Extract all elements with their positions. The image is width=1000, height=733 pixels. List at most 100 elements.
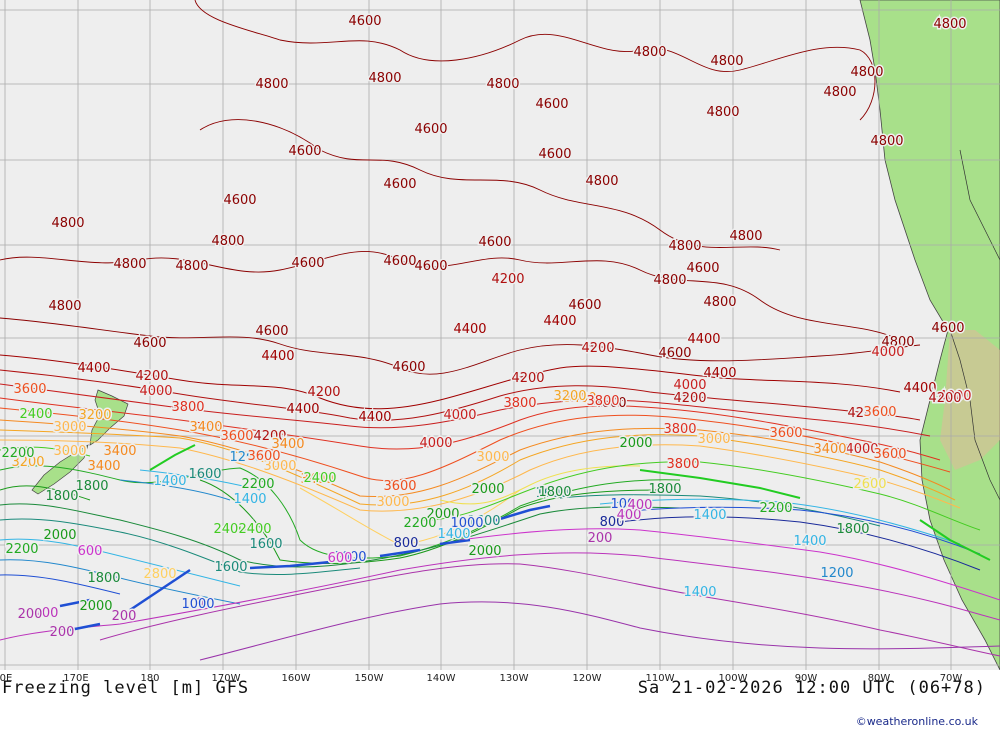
contour-label: 3000 bbox=[376, 495, 409, 510]
contour-label: 4800 bbox=[933, 17, 966, 32]
contour-label: 4600 bbox=[383, 177, 416, 192]
contour-200 bbox=[99, 563, 1000, 657]
contour-600 bbox=[459, 528, 1000, 601]
contour-label: 1400 bbox=[437, 527, 470, 542]
contour-label: 4800 bbox=[850, 65, 883, 80]
contour-label: 3600 bbox=[873, 447, 906, 462]
contour-3600 bbox=[0, 407, 951, 482]
ocean-background bbox=[0, 0, 1000, 670]
contour-label: 3000 bbox=[53, 444, 86, 459]
contour-label: 2400 bbox=[303, 471, 336, 486]
contour-label: 4800 bbox=[486, 77, 519, 92]
contour-label: 200 bbox=[588, 531, 613, 546]
contour-label: 1600 bbox=[467, 514, 500, 529]
contour-label: 3400 bbox=[103, 444, 136, 459]
contour-label: 4800 bbox=[368, 71, 401, 86]
contour-label: 4600 bbox=[291, 256, 324, 271]
contour-label: 200 bbox=[18, 607, 43, 622]
contour-label: 3600 bbox=[220, 429, 253, 444]
contour-label: 2200 bbox=[5, 542, 38, 557]
contour-3200 bbox=[0, 429, 956, 506]
longitude-label: 0E bbox=[0, 673, 13, 684]
contour-label: 4400 bbox=[703, 366, 736, 381]
contour-4600-a bbox=[0, 251, 901, 341]
contour-label: 4200 bbox=[511, 371, 544, 386]
contour-label: 3400 bbox=[189, 420, 222, 435]
contour-label: 3800 bbox=[503, 396, 536, 411]
contour-label: 2000 bbox=[471, 482, 504, 497]
contour-4800-mid bbox=[199, 119, 781, 251]
contour-label: 4400 bbox=[903, 381, 936, 396]
contour-label: 1600 bbox=[535, 486, 568, 501]
contour-label: 4800 bbox=[51, 216, 84, 231]
contour-label: 3400 bbox=[87, 459, 120, 474]
contour-label: 4800 bbox=[48, 299, 81, 314]
contour-label: 4000 bbox=[443, 408, 476, 423]
contour-0 bbox=[199, 601, 1000, 661]
contour-3800 bbox=[0, 397, 941, 461]
contour-label: 4800 bbox=[585, 174, 618, 189]
contour-label: 4600 bbox=[478, 235, 511, 250]
contour-label: 4600 bbox=[392, 360, 425, 375]
valid-time: Sa 21-02-2026 12:00 UTC (06+78) bbox=[637, 678, 986, 698]
contour-label: 4600 bbox=[133, 336, 166, 351]
contour-label: 2000 bbox=[619, 436, 652, 451]
contour-label: 4800 bbox=[633, 45, 666, 60]
contour-label: 1600 bbox=[214, 560, 247, 575]
contour-label: 600 bbox=[328, 551, 353, 566]
contour-label: 4000 bbox=[139, 384, 172, 399]
contour-label: 4400 bbox=[687, 332, 720, 347]
contour-label: 4800 bbox=[706, 105, 739, 120]
contour-1000 bbox=[0, 506, 981, 595]
contour-label: 1200 bbox=[229, 450, 262, 465]
contour-label: 4600 bbox=[288, 144, 321, 159]
credit-link[interactable]: ©weatheronline.co.uk bbox=[855, 715, 978, 728]
contour-label: 800 bbox=[600, 515, 625, 530]
contour-label: 4800 bbox=[729, 229, 762, 244]
longitude-label: 150W bbox=[354, 673, 384, 684]
contour-label: 4400 bbox=[261, 349, 294, 364]
contour-label: 2200 bbox=[403, 516, 436, 531]
contour-label: 4000 bbox=[845, 442, 878, 457]
contour-label: 4800 bbox=[823, 85, 856, 100]
longitude-label: 130W bbox=[499, 673, 529, 684]
contour-label: 200 bbox=[50, 625, 75, 640]
contour-label: 3000 bbox=[53, 420, 86, 435]
contour-label: 0 bbox=[196, 596, 204, 611]
contour-2400 bbox=[0, 446, 981, 531]
contour-label: 1400 bbox=[693, 508, 726, 523]
contour-4600-b bbox=[0, 317, 921, 375]
contour-label: 4600 bbox=[414, 122, 447, 137]
longitude-label: 100W bbox=[718, 673, 748, 684]
contour-label: 4400 bbox=[543, 314, 576, 329]
contour-label: 3200 bbox=[11, 455, 44, 470]
steep-gradient-band-green bbox=[149, 444, 991, 561]
contour-label: 4600 bbox=[414, 259, 447, 274]
contour-label: 1000 bbox=[450, 516, 483, 531]
contour-label: 1800 bbox=[538, 485, 571, 500]
longitude-label: 110W bbox=[645, 673, 675, 684]
contour-label: 4800 bbox=[870, 134, 903, 149]
contour-2800 bbox=[299, 487, 521, 546]
contour-label: 1400 bbox=[793, 534, 826, 549]
contour-label: 3800 bbox=[666, 457, 699, 472]
contour-label: 2400 bbox=[238, 522, 271, 537]
contour-label: 1400 bbox=[233, 492, 266, 507]
contour-label: 4400 bbox=[358, 410, 391, 425]
contour-label: 4600 bbox=[348, 14, 381, 29]
contour-label: 4800 bbox=[255, 77, 288, 92]
contour-label: 3600 bbox=[863, 405, 896, 420]
contour-label: 3600 bbox=[13, 382, 46, 397]
contour-400 bbox=[0, 552, 1000, 641]
contour-label: 400 bbox=[617, 508, 642, 523]
contour-label: 4600 bbox=[383, 254, 416, 269]
contour-label: 4600 bbox=[223, 193, 256, 208]
contour-label: 4600 bbox=[255, 324, 288, 339]
contour-label: 1800 bbox=[836, 522, 869, 537]
contour-label: 1200 bbox=[820, 566, 853, 581]
contour-label: 600 bbox=[78, 544, 103, 559]
contour-label: 4200 bbox=[253, 429, 286, 444]
contour-label: 3000 bbox=[476, 450, 509, 465]
freezing-level-map: 4600 4800 4800 4800 4800 4800 4800 4800 4800 4800… bbox=[0, 0, 1000, 670]
contour-label: 3400 bbox=[813, 442, 846, 457]
